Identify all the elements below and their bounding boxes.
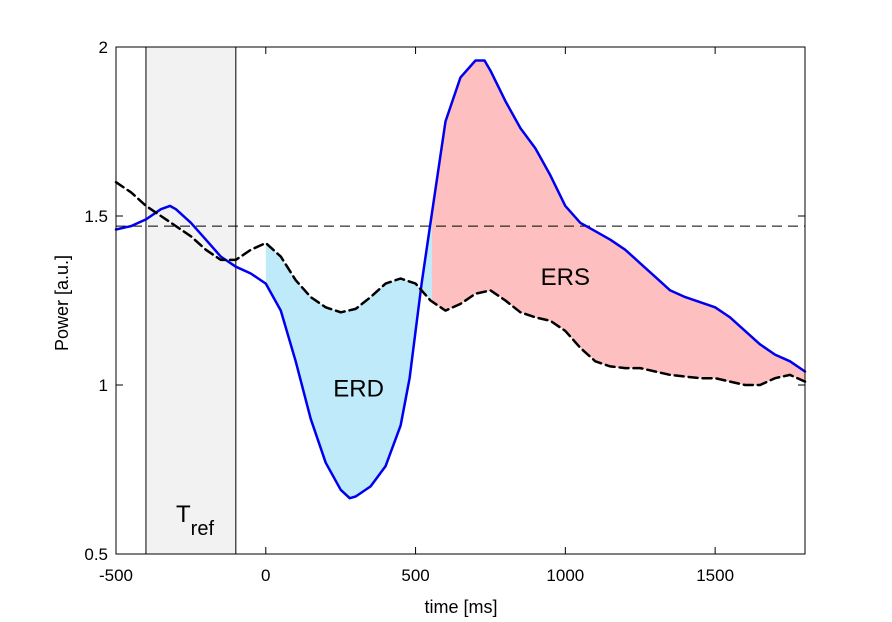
series-line-dashed [114,180,807,387]
series-lines [114,59,807,500]
y-tick-label: 0.5 [84,545,108,564]
region-label-ers: ERS [541,264,590,291]
series-line-solid [114,59,807,500]
y-tick-label: 1.5 [84,207,108,226]
x-tick-label: 1000 [546,566,584,585]
y-axis-label: Power [a.u.] [52,255,72,351]
x-tick-label: -500 [99,566,133,585]
x-axis-label: time [ms] [424,597,497,617]
axis-ticks: -500 0 500 1000 1500 0.5 1 1.5 2 [84,38,805,585]
ref-window-label-main: T [176,501,191,528]
x-tick-label: 500 [401,566,429,585]
ref-window-label-sub: ref [191,518,215,540]
ref-window-label: Tref [176,501,214,540]
plot-frame [115,46,806,555]
x-tick-label: 1500 [696,566,734,585]
y-tick-label: 2 [99,38,108,57]
shaded-region-erd [265,212,432,499]
x-tick-label: 0 [261,566,270,585]
y-tick-label: 1 [99,376,108,395]
region-labels: ERD ERS [333,264,590,403]
shaded-region-ers [432,60,805,385]
shaded-regions [265,60,805,499]
region-label-erd: ERD [333,375,384,402]
reference-window [145,47,236,554]
